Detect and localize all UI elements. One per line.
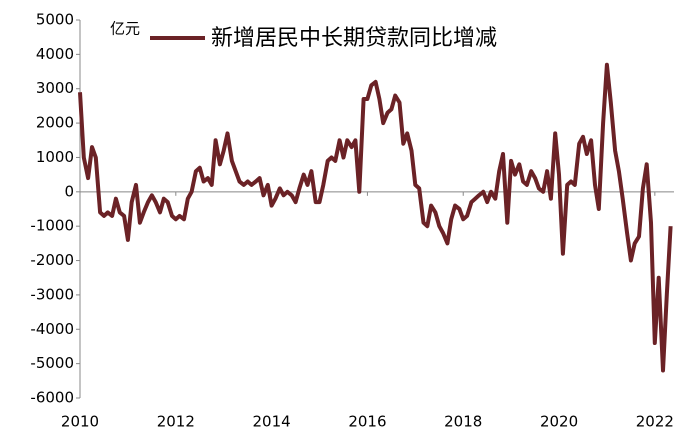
series-line: [78, 62, 673, 373]
y-tick-label: -4000: [30, 320, 74, 338]
y-tick-label: 0: [64, 182, 74, 200]
x-tick-label: 2022: [636, 413, 674, 431]
x-tick-label: 2018: [444, 413, 482, 431]
legend-label: 新增居民中长期贷款同比增减: [211, 26, 497, 51]
y-tick-label: 1000: [36, 148, 74, 166]
x-tick-label: 2012: [157, 413, 195, 431]
x-tick-label: 2020: [540, 413, 578, 431]
y-tick-label: -3000: [30, 285, 74, 303]
y-tick-label: 2000: [36, 114, 74, 132]
y-tick-label: -6000: [30, 389, 74, 407]
y-tick-label: 3000: [36, 79, 74, 97]
x-tick-label: 2016: [348, 413, 386, 431]
y-unit: 亿元: [110, 20, 140, 38]
y-tick-label: 5000: [36, 11, 74, 29]
y-tick-label: 4000: [36, 45, 74, 63]
y-tick-label: -2000: [30, 251, 74, 269]
x-tick-label: 2010: [61, 413, 99, 431]
y-tick-label: -5000: [30, 354, 74, 372]
y-tick-label: -1000: [30, 217, 74, 235]
x-tick-label: 2014: [253, 413, 291, 431]
